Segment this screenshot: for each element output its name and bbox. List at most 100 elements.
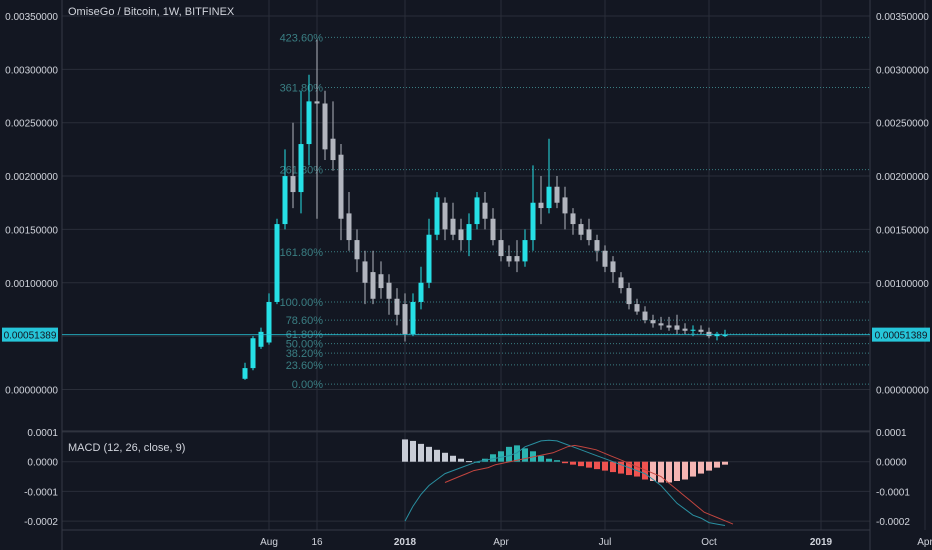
candle-body[interactable]	[570, 213, 576, 225]
candle-body[interactable]	[650, 320, 656, 324]
macd-histogram-bar[interactable]	[426, 446, 432, 462]
candle-body[interactable]	[290, 176, 296, 193]
candle-body[interactable]	[674, 325, 680, 330]
candle-body[interactable]	[498, 240, 504, 257]
macd-histogram-bar[interactable]	[682, 461, 688, 480]
candle-body[interactable]	[618, 277, 624, 289]
candle-body[interactable]	[506, 256, 512, 262]
candle-body[interactable]	[514, 256, 520, 262]
candle-body[interactable]	[378, 274, 384, 289]
candle-body[interactable]	[282, 176, 288, 225]
candle-body[interactable]	[338, 154, 344, 219]
macd-line[interactable]	[404, 439, 726, 526]
candle-body[interactable]	[354, 240, 360, 260]
macd-histogram-bar[interactable]	[418, 443, 424, 462]
macd-histogram-bar[interactable]	[458, 458, 464, 462]
candle-body[interactable]	[330, 138, 336, 161]
candle-body[interactable]	[594, 240, 600, 251]
macd-histogram-bar[interactable]	[450, 455, 456, 462]
candle-body[interactable]	[578, 224, 584, 235]
candle-body[interactable]	[314, 101, 320, 104]
candle-body[interactable]	[442, 202, 448, 230]
macd-histogram-bar[interactable]	[658, 461, 664, 483]
candle-body[interactable]	[642, 311, 648, 321]
candle-body[interactable]	[450, 218, 456, 235]
macd-histogram-bar[interactable]	[642, 461, 648, 480]
macd-histogram-bar[interactable]	[538, 455, 544, 462]
candle-body[interactable]	[298, 144, 304, 193]
macd-histogram-bar[interactable]	[706, 461, 712, 471]
macd-histogram-bar[interactable]	[570, 461, 576, 465]
macd-histogram-bar[interactable]	[626, 461, 632, 476]
candle-body[interactable]	[370, 272, 376, 299]
candlestick-series[interactable]	[242, 39, 728, 380]
macd-histogram-bar[interactable]	[554, 460, 560, 462]
candle-body[interactable]	[626, 288, 632, 305]
macd-histogram-bar[interactable]	[490, 454, 496, 462]
macd-histogram-bar[interactable]	[562, 461, 568, 464]
candle-body[interactable]	[602, 250, 608, 267]
macd-histogram-bar[interactable]	[650, 461, 656, 481]
candle-body[interactable]	[346, 213, 352, 241]
candle-body[interactable]	[434, 197, 440, 235]
candle-body[interactable]	[410, 301, 416, 334]
candle-body[interactable]	[546, 186, 552, 209]
candle-body[interactable]	[586, 229, 592, 241]
macd-histogram-bar[interactable]	[498, 451, 504, 462]
macd-histogram-bar[interactable]	[522, 448, 528, 462]
candle-body[interactable]	[418, 282, 424, 302]
macd-histogram-bar[interactable]	[434, 449, 440, 462]
candle-body[interactable]	[322, 103, 328, 150]
candle-body[interactable]	[706, 331, 712, 337]
candle-body[interactable]	[698, 329, 704, 332]
candle-body[interactable]	[722, 335, 728, 337]
candle-body[interactable]	[362, 261, 368, 283]
candle-body[interactable]	[666, 325, 672, 328]
candle-body[interactable]	[538, 202, 544, 209]
macd-histogram-bar[interactable]	[690, 461, 696, 477]
macd-histogram-bar[interactable]	[442, 452, 448, 462]
macd-pane[interactable]	[402, 439, 734, 526]
candle-body[interactable]	[658, 323, 664, 326]
macd-histogram-bar[interactable]	[546, 458, 552, 462]
candle-body[interactable]	[266, 301, 272, 343]
macd-histogram-bar[interactable]	[618, 461, 624, 474]
candle-body[interactable]	[482, 202, 488, 219]
macd-histogram-bar[interactable]	[466, 461, 472, 463]
macd-histogram-bar[interactable]	[634, 461, 640, 477]
candle-body[interactable]	[250, 338, 256, 369]
macd-histogram-bar[interactable]	[698, 461, 704, 474]
candle-body[interactable]	[306, 101, 312, 145]
candle-body[interactable]	[690, 329, 696, 331]
candle-body[interactable]	[562, 197, 568, 214]
candle-body[interactable]	[490, 218, 496, 241]
candle-body[interactable]	[682, 328, 688, 331]
candle-body[interactable]	[242, 368, 248, 379]
candle-body[interactable]	[458, 229, 464, 241]
candle-body[interactable]	[522, 240, 528, 262]
macd-histogram-bar[interactable]	[722, 461, 728, 465]
candle-body[interactable]	[274, 224, 280, 302]
macd-histogram-bar[interactable]	[594, 461, 600, 470]
candle-body[interactable]	[474, 197, 480, 225]
candle-body[interactable]	[426, 234, 432, 283]
macd-histogram-bar[interactable]	[514, 445, 520, 462]
candle-body[interactable]	[466, 224, 472, 241]
candle-body[interactable]	[554, 186, 560, 203]
macd-histogram-bar[interactable]	[674, 461, 680, 481]
candle-body[interactable]	[386, 282, 392, 299]
macd-histogram-bar[interactable]	[602, 461, 608, 471]
macd-histogram-bar[interactable]	[578, 461, 584, 467]
candle-body[interactable]	[394, 298, 400, 315]
signal-line[interactable]	[444, 444, 734, 525]
candle-body[interactable]	[610, 261, 616, 273]
macd-histogram-bar[interactable]	[714, 461, 720, 468]
candle-body[interactable]	[402, 304, 408, 334]
macd-histogram-bar[interactable]	[410, 440, 416, 462]
macd-histogram-bar[interactable]	[506, 446, 512, 462]
candle-body[interactable]	[258, 331, 264, 347]
candle-body[interactable]	[634, 304, 640, 312]
candle-body[interactable]	[530, 202, 536, 241]
macd-histogram-bar[interactable]	[610, 461, 616, 473]
macd-histogram-bar[interactable]	[666, 461, 672, 483]
